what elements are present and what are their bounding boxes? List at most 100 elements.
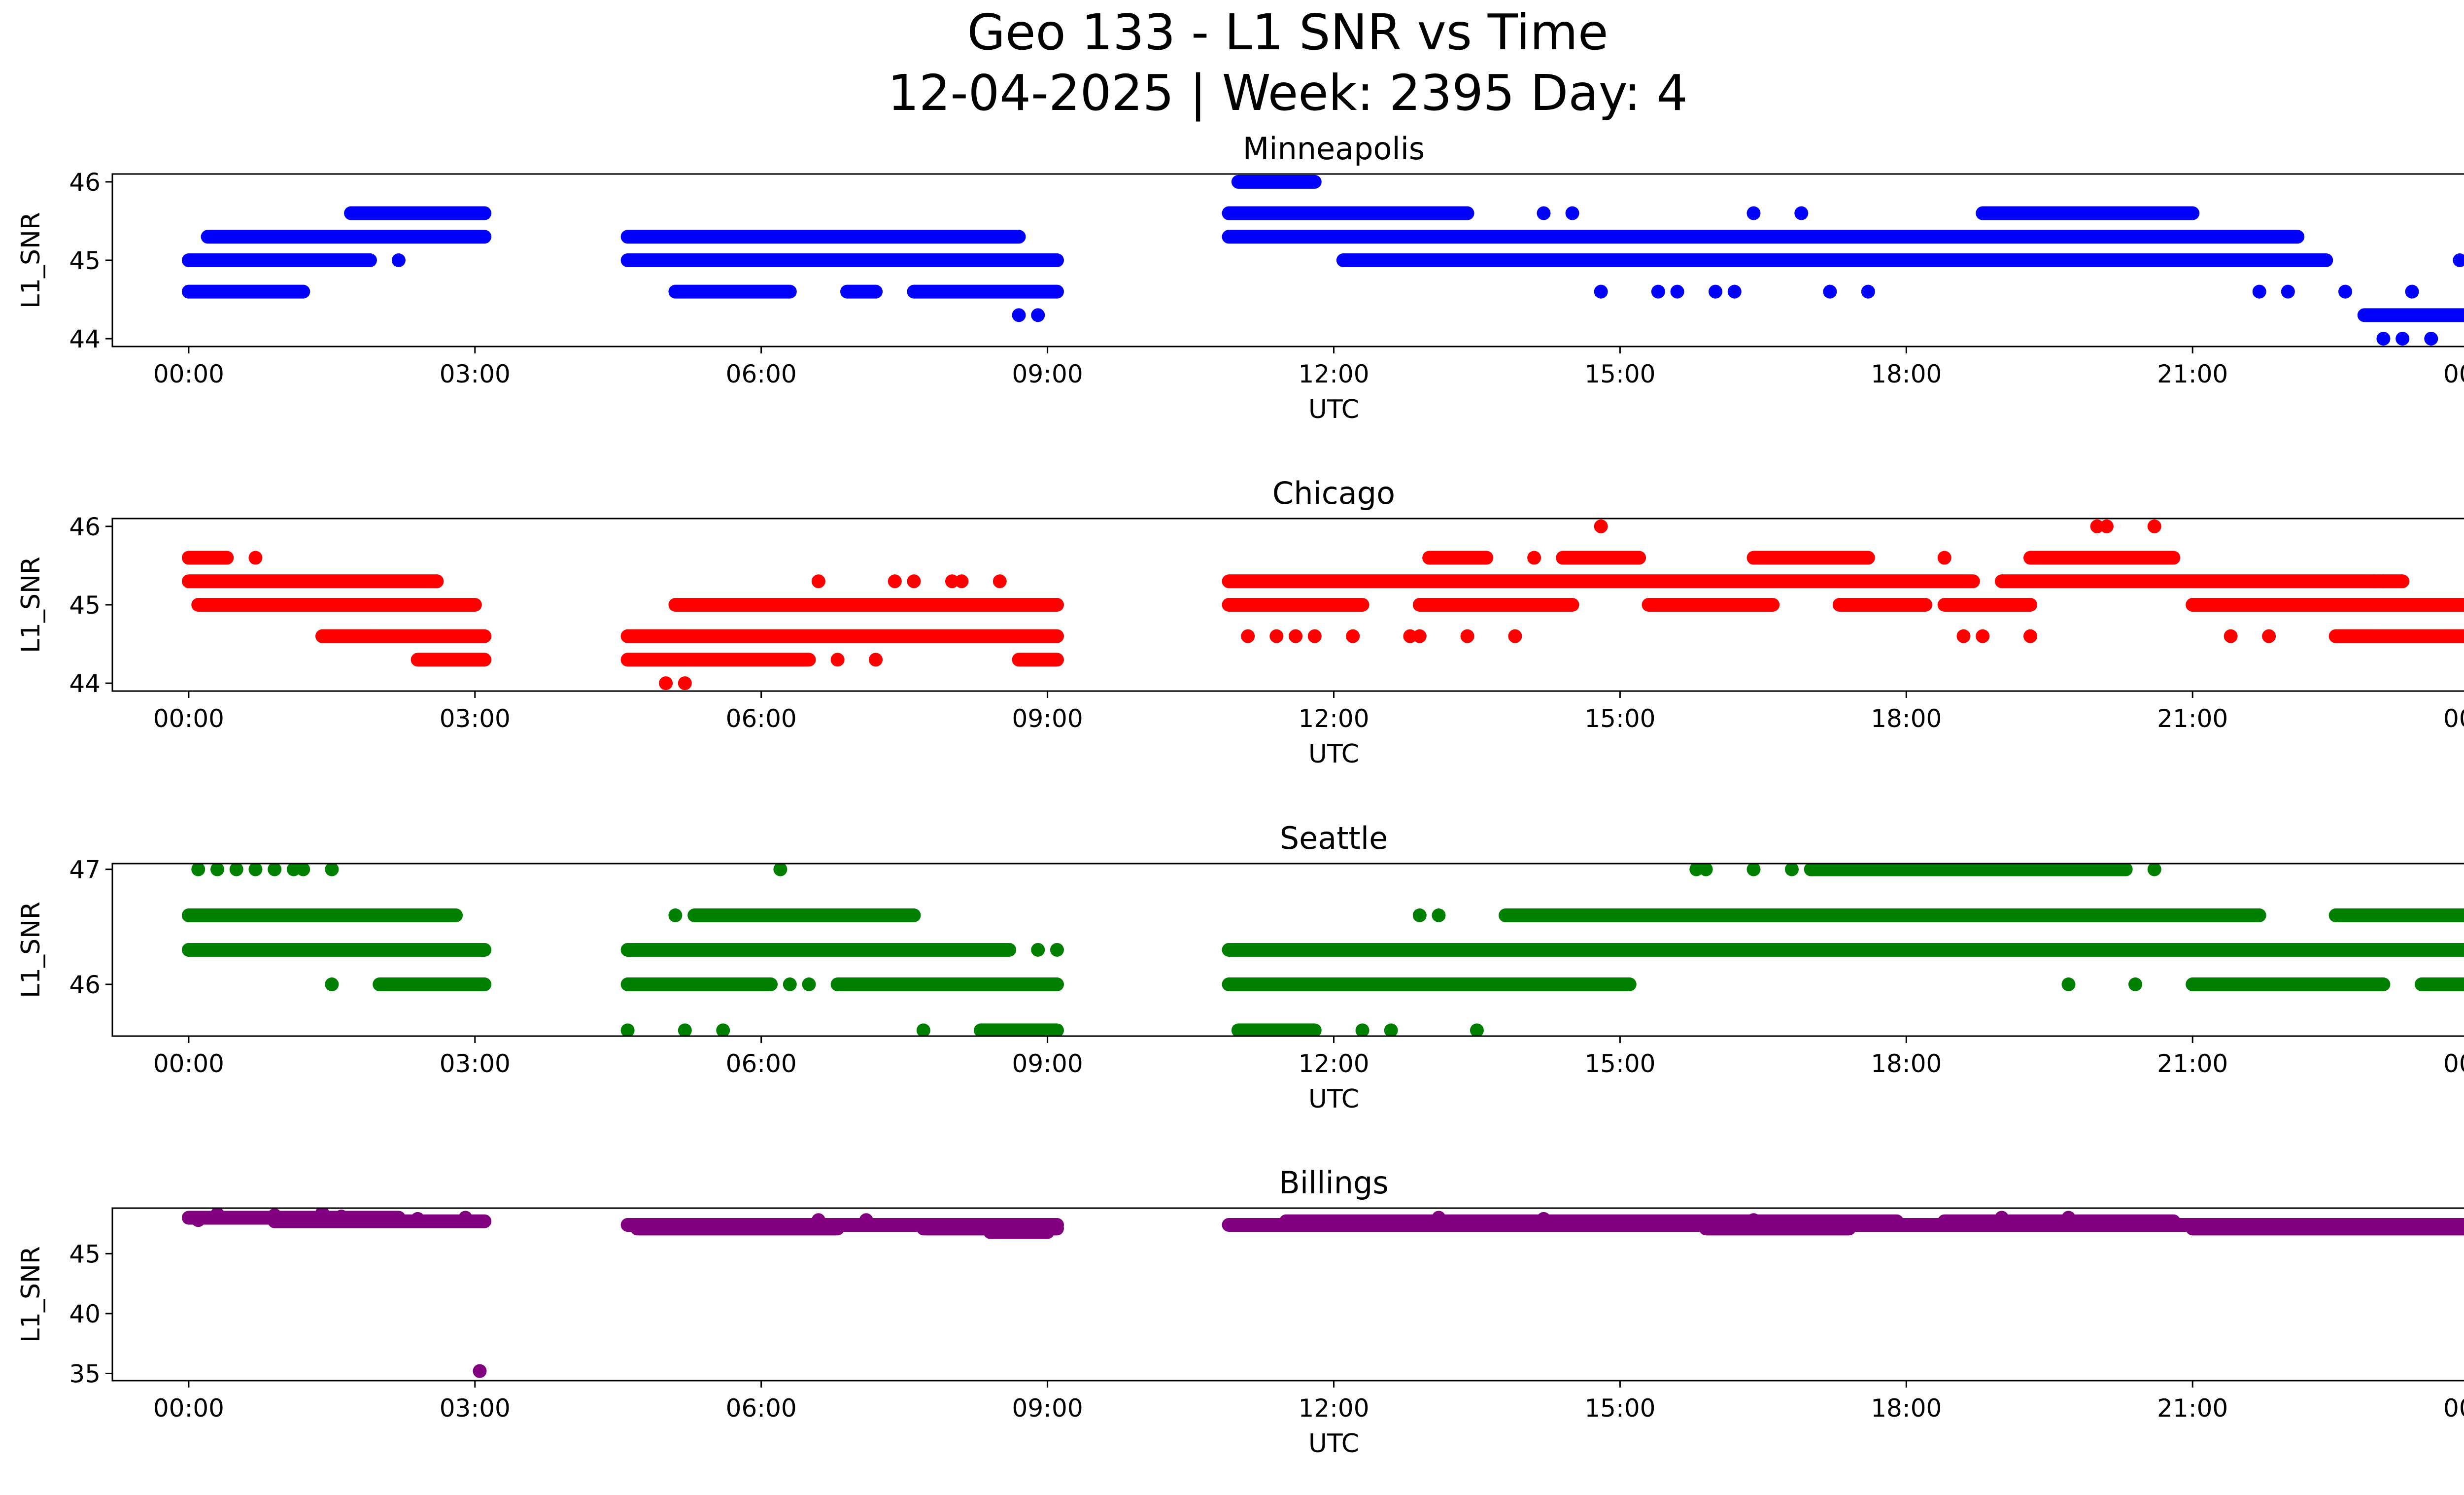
- data-point: [2262, 629, 2276, 643]
- data-point-run: [2186, 1221, 2464, 1236]
- data-point-run: [620, 629, 1064, 643]
- data-point: [2424, 332, 2438, 346]
- data-point: [430, 574, 444, 589]
- x-tick-label: 00:00: [2443, 1394, 2464, 1423]
- data-point-run: [201, 230, 492, 244]
- data-point: [1031, 943, 1045, 957]
- data-point-run: [830, 977, 1064, 991]
- data-point-run: [907, 284, 1064, 299]
- data-point-run: [181, 908, 463, 922]
- data-point: [678, 676, 692, 691]
- data-point: [907, 574, 921, 589]
- data-point: [1031, 308, 1045, 322]
- data-point-run: [1804, 864, 2133, 876]
- data-point-run: [1222, 943, 2464, 957]
- x-tick-label: 18:00: [1871, 704, 1942, 733]
- data-point: [2147, 519, 2161, 533]
- data-point-run: [2186, 598, 2464, 612]
- data-point: [391, 253, 406, 267]
- data-point: [1794, 206, 1809, 220]
- x-tick-label: 21:00: [2157, 360, 2228, 388]
- data-point: [2405, 284, 2419, 299]
- data-point: [659, 676, 673, 691]
- data-point: [620, 1023, 635, 1036]
- data-point: [1699, 864, 1713, 876]
- x-tick-label: 18:00: [1871, 360, 1942, 388]
- data-series: [181, 1208, 2464, 1378]
- data-point: [1594, 519, 1608, 533]
- y-axis-label: L1_SNR: [16, 556, 46, 653]
- data-point-run: [1222, 598, 1369, 612]
- x-tick-label: 15:00: [1584, 360, 1655, 388]
- data-point: [2224, 629, 2238, 643]
- data-point: [1956, 629, 1971, 643]
- data-point-run: [620, 653, 816, 667]
- data-point: [2376, 332, 2391, 346]
- subplot-title: Seattle: [1280, 820, 1388, 856]
- data-point: [859, 1213, 873, 1227]
- data-point-run: [191, 598, 482, 612]
- x-tick-label: 03:00: [440, 1049, 511, 1078]
- data-point: [1727, 284, 1742, 299]
- data-point: [1289, 629, 1303, 643]
- data-point-run: [1336, 253, 2333, 267]
- x-tick-label: 06:00: [726, 360, 797, 388]
- data-point: [334, 1210, 348, 1224]
- y-axis-label: L1_SNR: [16, 902, 46, 998]
- data-point: [2099, 519, 2114, 533]
- data-point: [1384, 1023, 1398, 1036]
- data-point: [2281, 284, 2295, 299]
- data-point: [2396, 332, 2410, 346]
- data-point-run: [1642, 598, 1780, 612]
- data-point: [248, 551, 263, 565]
- data-point-run: [1422, 551, 1494, 565]
- data-point: [2453, 253, 2464, 267]
- data-point: [2147, 864, 2161, 876]
- x-tick-label: 12:00: [1298, 1049, 1369, 1078]
- data-point: [945, 574, 959, 589]
- x-tick-label: 09:00: [1012, 1394, 1083, 1423]
- data-point: [363, 253, 377, 267]
- y-tick-label: 45: [69, 591, 101, 620]
- data-point: [1012, 308, 1026, 322]
- data-point: [2061, 977, 2076, 991]
- x-tick-label: 21:00: [2157, 1394, 2228, 1423]
- x-tick-label: 12:00: [1298, 704, 1369, 733]
- data-point: [229, 864, 243, 876]
- data-point: [1670, 284, 1684, 299]
- data-point: [1651, 284, 1665, 299]
- data-point: [992, 574, 1007, 589]
- data-series: [181, 864, 2464, 1036]
- data-point-run: [1222, 977, 1637, 991]
- data-point: [1823, 284, 1837, 299]
- data-point: [783, 977, 797, 991]
- y-tick-label: 44: [69, 325, 101, 353]
- data-point: [1861, 284, 1875, 299]
- data-point: [716, 1023, 730, 1036]
- data-point: [2128, 977, 2143, 991]
- y-tick-label: 46: [69, 971, 101, 999]
- data-point-run: [2186, 977, 2391, 991]
- x-tick-label: 00:00: [153, 1394, 224, 1423]
- data-point-run: [1832, 598, 1933, 612]
- data-point-run: [620, 253, 1064, 267]
- data-point: [411, 1212, 425, 1226]
- subplot-chicago: Chicago 00:00 03:00 06:00 09:00 12:00 15:00 18:…: [16, 475, 2464, 769]
- data-point-run: [181, 943, 492, 957]
- data-point: [1470, 1023, 1484, 1036]
- x-tick-label: 00:00: [2443, 704, 2464, 733]
- data-point-run: [268, 1214, 492, 1228]
- x-tick-label: 03:00: [440, 1394, 511, 1423]
- data-point: [191, 864, 205, 876]
- x-axis-label: UTC: [1308, 1429, 1359, 1459]
- data-point: [2023, 629, 2038, 643]
- x-tick-label: 03:00: [440, 360, 511, 388]
- data-point-run: [181, 284, 310, 299]
- subplot-title: Billings: [1279, 1165, 1388, 1201]
- data-point-run: [411, 653, 492, 667]
- data-point-run: [2328, 629, 2464, 643]
- x-tick-label: 21:00: [2157, 1049, 2228, 1078]
- y-tick-label: 40: [69, 1300, 101, 1328]
- data-point: [1432, 908, 1446, 922]
- data-point: [1937, 551, 1951, 565]
